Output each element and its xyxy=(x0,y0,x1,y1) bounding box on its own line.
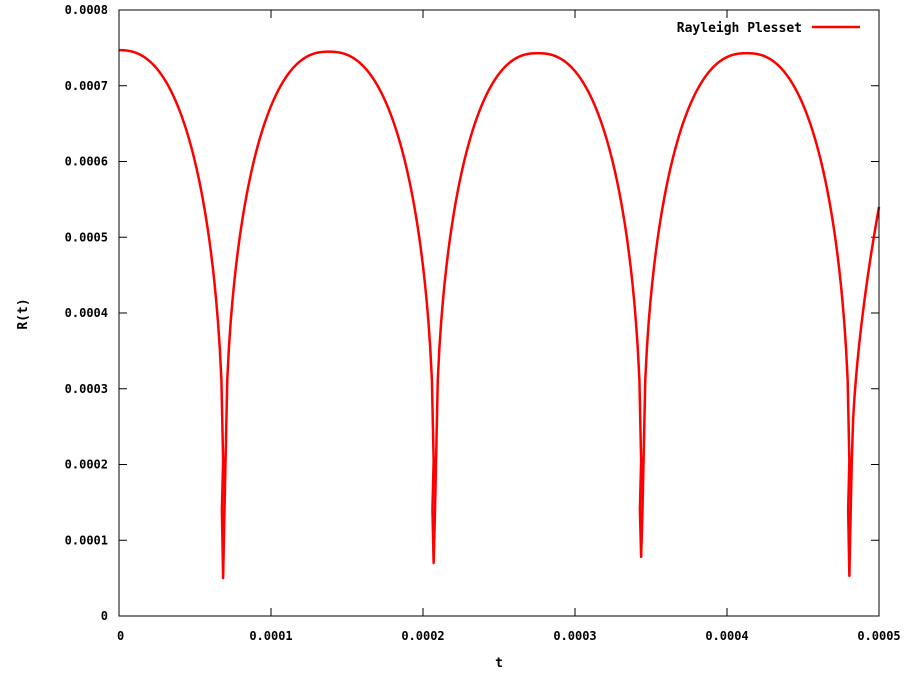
legend-label: Rayleigh Plesset xyxy=(677,21,802,36)
x-tick-label: 0.0002 xyxy=(401,629,444,643)
axis-ticks xyxy=(118,9,880,617)
y-tick-label: 0.0005 xyxy=(65,230,108,244)
series-line-rayleigh-plesset xyxy=(118,48,881,580)
y-tick-label: 0.0004 xyxy=(65,306,108,320)
y-tick-label: 0.0006 xyxy=(65,155,108,169)
y-tick-label: 0.0008 xyxy=(65,3,108,17)
y-axis-label: R(t) xyxy=(16,298,31,329)
x-tick-label: 0.0001 xyxy=(249,629,292,643)
x-tick-label: 0.0004 xyxy=(705,629,748,643)
legend: Rayleigh Plesset xyxy=(677,21,860,36)
x-tick-label: 0 xyxy=(117,629,124,643)
tick-labels: 0 0.0001 0.0002 0.0003 0.0004 0.0005 0 0.0001 0.… xyxy=(65,3,901,643)
plot-frame xyxy=(118,9,880,617)
y-tick-label: 0.0003 xyxy=(65,382,108,396)
y-tick-label: 0 xyxy=(101,609,108,623)
x-axis-label: t xyxy=(495,656,503,671)
x-tick-label: 0.0005 xyxy=(857,629,900,643)
y-tick-label: 0.0007 xyxy=(65,79,108,93)
y-tick-label: 0.0002 xyxy=(65,458,108,472)
y-tick-label: 0.0001 xyxy=(65,533,108,547)
x-tick-label: 0.0003 xyxy=(553,629,596,643)
